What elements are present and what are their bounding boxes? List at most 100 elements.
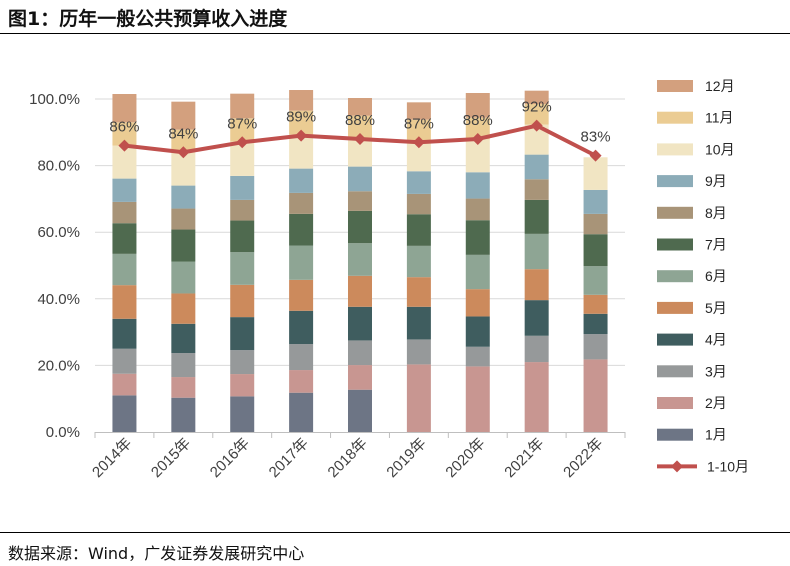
bar-segment — [289, 192, 314, 214]
bar-segment — [406, 339, 431, 365]
x-tick-label: 2021年 — [501, 435, 547, 481]
bar-segment — [406, 102, 431, 120]
legend-label: 4月 — [705, 332, 727, 348]
bar-segment — [406, 306, 431, 340]
legend-swatch — [657, 270, 693, 283]
legend-label: 10月 — [705, 141, 735, 157]
bar-segment — [289, 310, 314, 345]
bar-segment — [465, 254, 490, 290]
line-data-label: 87% — [227, 115, 257, 132]
legend-label: 1月 — [705, 427, 727, 443]
bar-segment — [289, 344, 314, 371]
y-tick-label: 80.0% — [37, 158, 80, 175]
bar-segment — [465, 220, 490, 255]
bar-segment — [112, 94, 137, 123]
bar-segment — [465, 117, 490, 140]
bar-segment — [230, 350, 255, 375]
bar-segment — [230, 175, 255, 200]
line-data-label: 84% — [168, 125, 198, 142]
bar-segment — [406, 364, 431, 432]
bar-segment — [112, 395, 137, 432]
legend-label: 11月 — [705, 110, 734, 126]
bar-segment — [230, 93, 255, 119]
bar-segment — [289, 168, 314, 193]
line-data-label: 89% — [286, 109, 316, 126]
stacked-bar-chart: 0.0% 20.0% 40.0% 60.0% 80.0% 100.0% 2014年 2015年… — [29, 78, 749, 481]
y-tick-label: 60.0% — [37, 224, 80, 241]
bar-segment — [230, 199, 255, 221]
line-marker — [412, 136, 425, 149]
footer-divider — [0, 532, 790, 533]
bar-segment — [230, 396, 255, 432]
legend-swatch — [657, 175, 693, 188]
bar-segment — [112, 223, 137, 254]
x-tick-label: 2017年 — [266, 435, 312, 481]
line-data-label: 92% — [522, 99, 552, 116]
legend-label: 1-10月 — [707, 458, 749, 474]
legend-swatch — [657, 301, 693, 314]
bar-segment — [583, 234, 608, 267]
bar-segment — [112, 318, 137, 349]
bar-segment — [465, 93, 490, 118]
line-marker — [471, 132, 484, 145]
bar-segment — [230, 374, 255, 397]
bar-segment — [583, 213, 608, 235]
line-marker — [354, 132, 366, 145]
y-tick-label: 0.0% — [46, 424, 80, 441]
x-tick-label: 2014年 — [89, 435, 135, 481]
bar-segment — [112, 373, 137, 396]
bar-segment — [524, 90, 549, 104]
line-marker — [236, 136, 249, 149]
bar-segment — [289, 213, 314, 246]
legend-swatch — [657, 333, 693, 346]
line-series: 86% 84% 87% 89% 88% 87% 88% 92% 83% — [109, 99, 611, 162]
bar-segment — [348, 389, 372, 432]
bar-segment — [348, 243, 372, 276]
bar-segment — [230, 220, 255, 253]
legend-label: 3月 — [705, 363, 727, 379]
bar-segment — [406, 119, 431, 141]
legend-label: 5月 — [705, 300, 727, 316]
bar-segment — [465, 316, 490, 347]
legend-swatch — [657, 111, 693, 124]
line-data-label: 83% — [581, 129, 611, 146]
bar-segment — [289, 90, 314, 111]
bar-segment — [289, 279, 314, 311]
legend-swatch — [657, 428, 693, 441]
bar-stacks — [112, 90, 608, 432]
line-marker — [589, 149, 602, 162]
bar-segment — [524, 300, 549, 336]
bar-segment — [112, 122, 137, 146]
bar-segment — [171, 185, 196, 209]
legend-swatch — [657, 238, 693, 251]
legend-line-marker — [671, 460, 683, 473]
bar-segment — [171, 208, 196, 230]
bar-segment — [348, 275, 372, 307]
bar-segment — [289, 245, 314, 280]
bar-segment — [112, 178, 137, 202]
legend-label: 7月 — [705, 237, 727, 253]
bar-segment — [289, 110, 314, 135]
bar-segment — [289, 392, 314, 432]
title-divider — [0, 33, 790, 34]
bar-segment — [524, 335, 549, 363]
bar-segment — [583, 313, 608, 335]
bar-segment — [524, 362, 549, 432]
bar-segment — [583, 157, 608, 190]
line-marker — [530, 119, 543, 132]
x-tick-label: 2022年 — [560, 435, 606, 481]
bar-segment — [348, 306, 372, 341]
bar-segment — [524, 179, 549, 200]
bar-segment — [406, 214, 431, 246]
legend-label: 9月 — [705, 173, 727, 189]
bar-segment — [524, 199, 549, 234]
bar-segment — [230, 252, 255, 285]
bar-segment — [112, 253, 137, 286]
bar-segment — [230, 118, 255, 142]
bar-segment — [465, 172, 490, 199]
bar-segment — [112, 201, 137, 224]
line-data-label: 86% — [109, 119, 139, 136]
bar-segment — [465, 346, 490, 367]
bar-segment — [524, 103, 549, 125]
bar-segment — [583, 334, 608, 360]
